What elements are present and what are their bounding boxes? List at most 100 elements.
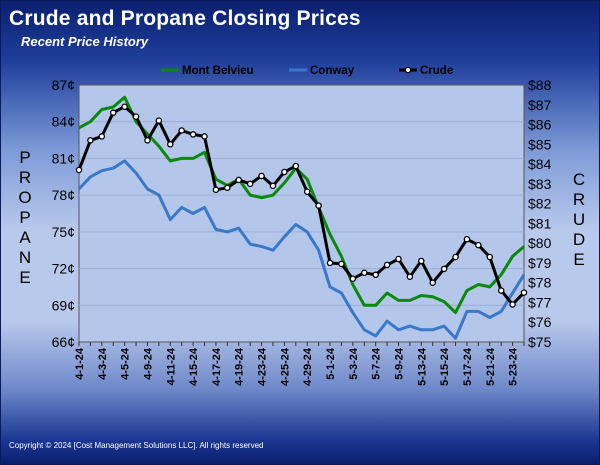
copyright-text: Copyright © 2024 [Cost Management Soluti… [9, 441, 264, 450]
conway-series-line [77, 159, 526, 340]
crude-point [178, 127, 185, 134]
crude-point [75, 166, 83, 174]
crude-point [224, 184, 231, 192]
right-axis-title-letter: E [573, 250, 584, 269]
right-axis-title-letter: C [573, 170, 585, 189]
right-axis-tick-label: $78 [528, 275, 552, 291]
x-tick-label: 4-1-24 [74, 347, 86, 380]
crude-series-line [77, 105, 526, 306]
crude-point [258, 172, 265, 180]
x-tick-label: 4-15-24 [188, 347, 200, 386]
crude-point [212, 186, 220, 194]
right-axis-title-letter: R [573, 190, 585, 209]
x-tick-label: 4-3-24 [97, 347, 109, 380]
crude-point [87, 137, 94, 144]
right-axis-tick-label: $75 [528, 334, 552, 350]
plot-area [78, 84, 525, 343]
left-axis-tick-label: 78¢ [52, 187, 75, 203]
crude-point [201, 133, 208, 140]
right-axis-tick-label: $81 [528, 215, 552, 231]
x-tick-label: 5-1-24 [325, 347, 337, 380]
x-tick-label: 5-7-24 [371, 347, 383, 380]
crude-point [349, 275, 357, 282]
crude-point [463, 235, 471, 243]
left-axis-tick-label: 72¢ [52, 261, 75, 277]
legend-label-crude: Crude [420, 65, 453, 77]
crude-point [121, 103, 128, 110]
right-axis-title-letter: D [573, 230, 585, 249]
right-axis-tick-label: $82 [528, 196, 552, 212]
crude-point [361, 269, 368, 277]
crude-point [383, 261, 391, 269]
left-axis-title-letter: P [19, 148, 30, 167]
right-axis-tick-label: $86 [528, 117, 552, 133]
crude-point [189, 131, 197, 138]
right-axis-tick-label: $80 [528, 235, 552, 251]
x-tick-label: 4-5-24 [120, 347, 132, 380]
right-axis-tick-label: $76 [528, 314, 552, 330]
x-tick-label: 5-3-24 [348, 347, 360, 380]
left-axis-title-letter: O [18, 188, 31, 207]
left-axis-tick-label: 84¢ [52, 114, 75, 130]
left-axis-tick-label: 69¢ [52, 297, 75, 313]
left-axis-title-letter: N [19, 248, 31, 267]
crude-point [429, 279, 436, 286]
crude-point [292, 162, 300, 170]
right-axis-tick-label: $83 [528, 176, 552, 192]
left-axis-title-letter: A [19, 228, 31, 247]
crude-point [144, 137, 151, 144]
crude-point [440, 265, 448, 273]
crude-point [406, 273, 414, 281]
crude-point [486, 253, 494, 261]
right-axis-tick-label: $87 [528, 97, 552, 113]
x-tick-label: 4-9-24 [142, 347, 154, 380]
x-tick-label: 5-15-24 [439, 347, 451, 386]
left-axis-tick-label: 75¢ [52, 224, 75, 240]
crude-point [303, 188, 311, 196]
crude-point [281, 168, 288, 176]
crude-point [338, 260, 345, 268]
crude-point [509, 301, 516, 308]
price-chart: 66¢ 69¢ 72¢ 75¢ 78¢ 81¢ 84¢ 87¢ $75 $76 $77 $78 $79 $… [18, 65, 585, 386]
left-axis-title-letter: E [19, 268, 30, 287]
crude-point [132, 113, 140, 120]
crude-point [372, 271, 379, 279]
crude-point [395, 255, 402, 263]
crude-point [246, 180, 254, 188]
x-tick-label: 4-11-24 [165, 347, 177, 385]
x-tick-label: 5-13-24 [416, 347, 428, 386]
x-tick-label: 5-9-24 [393, 347, 405, 380]
x-tick-label: 5-23-24 [508, 347, 520, 386]
left-axis-title-letter: R [19, 168, 31, 187]
crude-point [167, 141, 174, 148]
left-axis-tick-label: 66¢ [52, 334, 75, 350]
crude-point [98, 133, 106, 140]
right-axis-tick-label: $85 [528, 136, 552, 152]
legend-marker-crude [404, 66, 412, 74]
mont-belvieu-series-line [78, 95, 525, 315]
x-tick-label: 4-19-24 [234, 347, 246, 386]
x-tick-label: 5-17-24 [462, 347, 474, 386]
x-tick-label: 4-23-24 [257, 347, 269, 386]
x-tick-label: 5-21-24 [485, 347, 497, 386]
right-axis-tick-label: $79 [528, 255, 552, 271]
crude-point [155, 117, 163, 124]
right-axis-title-letter: U [573, 210, 585, 229]
left-axis-title-letter: P [19, 208, 30, 227]
legend-label-mont-belvieu: Mont Belvieu [182, 65, 254, 77]
left-axis-tick-label: 81¢ [52, 150, 75, 166]
chart-subtitle: Recent Price History [21, 34, 149, 49]
x-tick-label: 4-25-24 [279, 347, 291, 386]
right-axis-tick-label: $88 [528, 77, 552, 93]
right-axis-tick-label: $84 [528, 156, 552, 172]
crude-point [109, 109, 117, 116]
x-tick-label: 4-29-24 [302, 347, 314, 386]
legend-label-conway: Conway [310, 65, 355, 77]
crude-point [497, 287, 505, 294]
crude-point [520, 289, 528, 296]
crude-point [475, 241, 482, 249]
crude-point [235, 176, 242, 184]
chart-title: Crude and Propane Closing Prices [9, 7, 361, 30]
x-tick-label: 4-17-24 [211, 347, 223, 386]
